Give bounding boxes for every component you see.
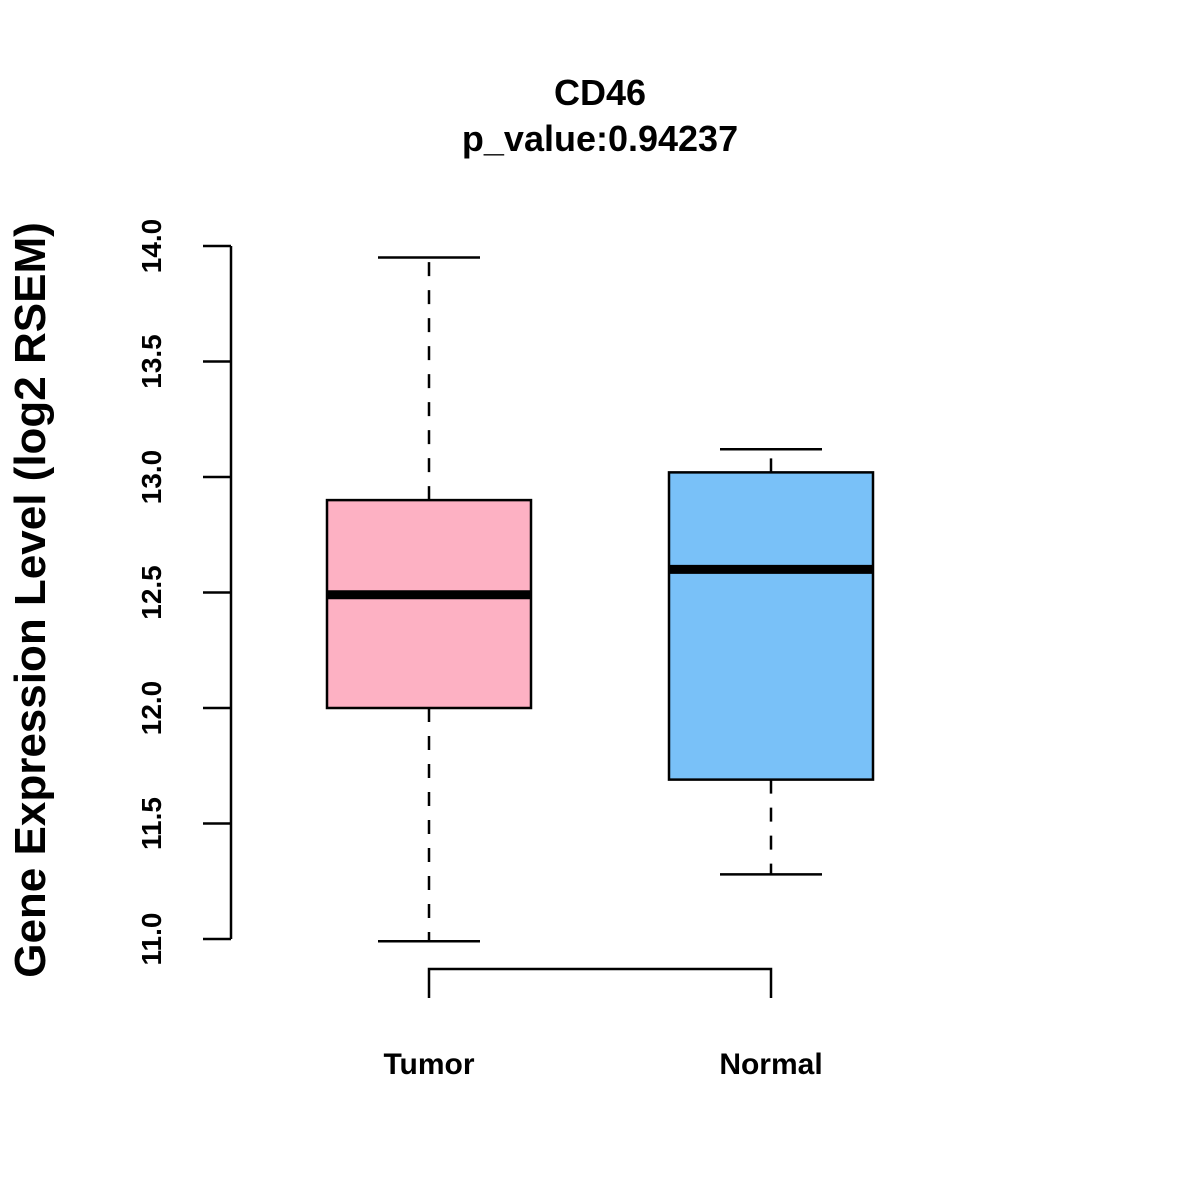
y-tick-label: 14.0: [136, 219, 167, 274]
y-axis-label: Gene Expression Level (log2 RSEM): [6, 222, 55, 978]
box-normal: [667, 448, 875, 876]
category-labels: Tumor Normal: [383, 1048, 822, 1081]
y-tick-label: 11.5: [136, 797, 167, 850]
y-tick-label: 13.5: [136, 334, 167, 389]
iqr-box: [325, 498, 533, 710]
y-tick-label: 12.0: [136, 681, 167, 736]
chart-subtitle: p_value:0.94237: [462, 118, 738, 159]
y-tick-label: 13.0: [136, 450, 167, 505]
y-axis: 11.0 11.5 12.0 12.5 13.0 13.5 14.0: [136, 219, 233, 966]
comparison-bracket: [427, 967, 773, 998]
y-tick-label: 12.5: [136, 565, 167, 620]
category-label-tumor: Tumor: [383, 1048, 474, 1081]
y-tick-label: 11.0: [136, 913, 167, 966]
category-label-normal: Normal: [719, 1048, 822, 1081]
iqr-box: [667, 471, 875, 781]
box-tumor: [325, 256, 533, 943]
bracket-line: [427, 967, 773, 998]
chart-title: CD46: [554, 72, 646, 113]
boxes: [325, 256, 875, 943]
